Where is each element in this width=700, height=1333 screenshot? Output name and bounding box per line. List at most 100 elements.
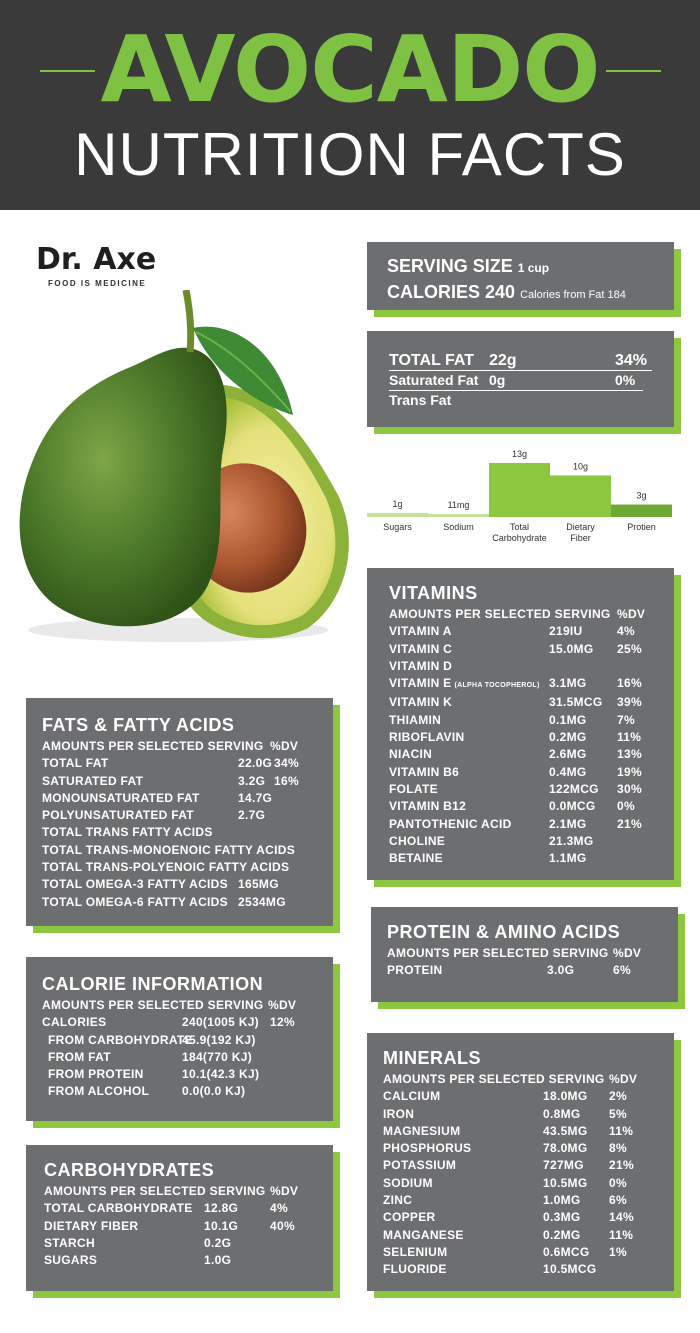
fats-row-amount xyxy=(238,824,274,841)
chart-value-label: 11mg xyxy=(448,500,470,510)
calorie-panel: CALORIE INFORMATION AMOUNTS PER SELECTED… xyxy=(26,957,333,1121)
trans-fat-label: Trans Fat xyxy=(389,392,452,408)
carbs-row: TOTAL CARBOHYDRATE 12.8G 4% xyxy=(44,1200,315,1217)
vitamins-row: VITAMIN K 31.5MCG 39% xyxy=(389,694,652,711)
calorie-row-label: FROM CARBOHYDRATE xyxy=(42,1032,193,1049)
carbs-row-dv: 4% xyxy=(270,1201,288,1216)
calorie-header-label: AMOUNTS PER SELECTED SERVING xyxy=(42,998,264,1012)
carbs-row-amount: 0.2G xyxy=(204,1235,232,1250)
minerals-row-dv: 14% xyxy=(609,1210,634,1225)
chart-category-label: Carbohydrate xyxy=(492,533,547,543)
vitamins-row-dv: 30% xyxy=(617,781,642,796)
fats-row-label-text: SATURATED FAT xyxy=(42,773,144,788)
vitamins-row-dv: 21% xyxy=(617,816,642,831)
saturated-fat-amount: 0g xyxy=(489,372,506,388)
vitamins-row-label-text: BETAINE xyxy=(389,851,443,866)
vitamins-row-amount: 0.4MG xyxy=(549,764,587,779)
vitamins-row-amount: 219IU xyxy=(549,624,583,639)
vitamins-row: VITAMIN B12 0.0MCG 0% xyxy=(389,798,652,815)
fats-row: POLYUNSATURATED FAT 2.7G xyxy=(42,807,317,824)
calorie-row-label: FROM FAT xyxy=(42,1049,182,1066)
total-fat-dv: 34% xyxy=(615,352,648,369)
minerals-row-label-text: SELENIUM xyxy=(383,1244,448,1259)
fats-row: TOTAL OMEGA-6 FATTY ACIDS 2534MG xyxy=(42,894,317,911)
minerals-row-amount: 727MG xyxy=(543,1158,584,1173)
vitamins-row: THIAMIN 0.1MG 7% xyxy=(389,712,652,729)
vitamins-row: VITAMIN A 219IU 4% xyxy=(389,623,652,640)
minerals-row-label: MAGNESIUM xyxy=(383,1123,543,1140)
minerals-row-label-text: IRON xyxy=(383,1106,415,1121)
vitamins-header-row: AMOUNTS PER SELECTED SERVING %DV xyxy=(389,606,652,623)
calorie-row: FROM PROTEIN 10.1(42.3 KJ) xyxy=(42,1066,317,1083)
calorie-header-dv: %DV xyxy=(268,998,297,1012)
carbs-row-label: STARCH xyxy=(44,1235,204,1252)
calorie-row-label: CALORIES xyxy=(42,1014,182,1031)
minerals-row: MANGANESE 0.2MG 11% xyxy=(383,1227,658,1244)
carbohydrates-panel: CARBOHYDRATES AMOUNTS PER SELECTED SERVI… xyxy=(26,1145,333,1291)
minerals-row: SELENIUM 0.6MCG 1% xyxy=(383,1244,658,1261)
serving-size-value: 1 cup xyxy=(517,261,550,275)
protein-title: PROTEIN & AMINO ACIDS xyxy=(387,922,621,942)
minerals-row: COPPER 0.3MG 14% xyxy=(383,1209,658,1226)
vitamins-row-amount: 15.0MG xyxy=(549,641,594,656)
minerals-row: POTASSIUM 727MG 21% xyxy=(383,1157,658,1174)
minerals-row-amount: 0.3MG xyxy=(543,1210,581,1225)
vitamins-row-label-text: THIAMIN xyxy=(389,712,442,727)
vitamins-row-label-text: PANTOTHENIC ACID xyxy=(389,816,512,831)
minerals-row-label: ZINC xyxy=(383,1192,543,1209)
chart-category-label: Sodium xyxy=(443,522,474,532)
minerals-row-label: FLUORIDE xyxy=(383,1261,543,1278)
minerals-row-label-text: PHOSPHORUS xyxy=(383,1141,472,1156)
minerals-row-label: PHOSPHORUS xyxy=(383,1140,543,1157)
vitamins-row: BETAINE 1.1MG xyxy=(389,850,652,867)
minerals-row-label-text: POTASSIUM xyxy=(383,1158,457,1173)
minerals-row-label-text: MANGANESE xyxy=(383,1227,464,1242)
calorie-rows: CALORIES 240(1005 KJ) 12% FROM CARBOHYDRATE… xyxy=(42,1014,317,1100)
vitamins-row-sublabel: (ALPHA TOCOPHEROL) xyxy=(454,682,540,690)
calorie-row: FROM CARBOHYDRATE 45.9(192 KJ) xyxy=(42,1032,317,1049)
carbohydrates-header-label: AMOUNTS PER SELECTED SERVING xyxy=(44,1184,266,1198)
fats-row-label: TOTAL OMEGA-3 FATTY ACIDS xyxy=(42,876,238,893)
calories-line: CALORIES 240 Calories from Fat 184 xyxy=(387,280,654,307)
brand-tagline: FOOD IS MEDICINE xyxy=(48,279,147,288)
vitamins-row-label: VITAMIN D xyxy=(389,658,549,675)
fats-row: SATURATED FAT 3.2G 16% xyxy=(42,773,317,790)
minerals-row-amount: 0.2MG xyxy=(543,1227,581,1242)
vitamins-row-amount: 2.1MG xyxy=(549,816,587,831)
calorie-title: CALORIE INFORMATION xyxy=(42,974,264,994)
vitamins-row-amount: 0.0MCG xyxy=(549,799,596,814)
minerals-row-dv: 2% xyxy=(609,1089,627,1104)
saturated-fat-label: Saturated Fat xyxy=(389,372,479,388)
vitamins-header-dv: %DV xyxy=(617,607,646,621)
brand-name: Dr. Axe xyxy=(36,242,157,277)
chart-category-label: Dietary xyxy=(566,522,595,532)
fats-row-label: TOTAL OMEGA-6 FATTY ACIDS xyxy=(42,894,238,911)
minerals-row-dv: 1% xyxy=(609,1244,627,1259)
carbs-row-label: DIETARY FIBER xyxy=(44,1218,204,1235)
minerals-row-label: MANGANESE xyxy=(383,1227,543,1244)
protein-panel: PROTEIN & AMINO ACIDS AMOUNTS PER SELECT… xyxy=(371,907,678,1002)
calorie-row: FROM FAT 184(770 KJ) xyxy=(42,1049,317,1066)
fats-row-amount xyxy=(238,842,274,859)
fats-row-label-text: TOTAL TRANS-POLYENOIC FATTY ACIDS xyxy=(42,860,290,875)
page-subtitle: NUTRITION FACTS xyxy=(74,121,626,188)
calorie-row-dv: 12% xyxy=(270,1015,295,1030)
minerals-row-dv: 11% xyxy=(609,1123,634,1138)
fats-row: TOTAL TRANS-POLYENOIC FATTY ACIDS xyxy=(42,859,317,876)
protein-row-amount: 3.0G xyxy=(547,963,575,978)
total-fat-amount: 22g xyxy=(489,352,517,369)
minerals-panel: MINERALS AMOUNTS PER SELECTED SERVING %D… xyxy=(367,1033,674,1291)
chart-category-label: Sugars xyxy=(383,522,412,532)
chart-category-label: Total xyxy=(510,522,529,532)
minerals-row-amount: 10.5MG xyxy=(543,1175,588,1190)
fats-row-amount: 2534MG xyxy=(238,894,286,909)
minerals-row-dv: 11% xyxy=(609,1227,634,1242)
carbs-row-label: SUGARS xyxy=(44,1252,204,1269)
carbs-row-amount: 12.8G xyxy=(204,1201,239,1216)
fats-row-label: TOTAL TRANS-POLYENOIC FATTY ACIDS xyxy=(42,859,289,876)
calorie-row-label-text: FROM CARBOHYDRATE xyxy=(48,1032,193,1047)
minerals-row-amount: 10.5MCG xyxy=(543,1262,597,1277)
fats-row-dv: 16% xyxy=(274,773,299,788)
minerals-header-dv: %DV xyxy=(609,1072,638,1086)
carbs-row-dv: 40% xyxy=(270,1218,295,1233)
